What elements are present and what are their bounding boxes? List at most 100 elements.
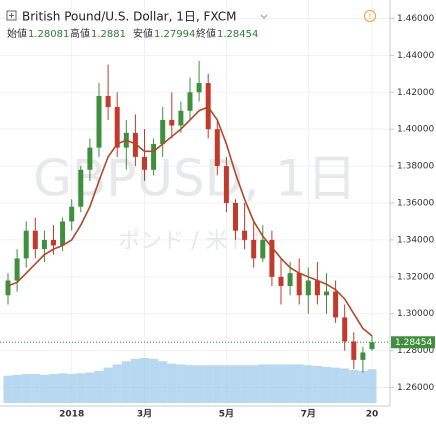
candle-body (78, 169, 84, 207)
y-tick-label: 1.42000 (397, 88, 434, 98)
candle-body (342, 317, 348, 342)
watermark: GBPUSD, 1日 (33, 150, 357, 208)
volume-bar (85, 372, 95, 403)
candle-body (41, 239, 47, 250)
candle-body (242, 230, 248, 240)
candle-body (251, 239, 257, 259)
volume-bar (203, 365, 213, 403)
volume-bar (294, 364, 304, 403)
volume-bar (340, 368, 350, 403)
candle-body (32, 230, 38, 250)
x-tick-label: 2018 (59, 410, 84, 420)
alert-icon[interactable] (364, 10, 376, 22)
volume-bar (112, 364, 122, 403)
candles (5, 60, 375, 373)
candle-body (105, 95, 111, 108)
candle-body (187, 92, 193, 111)
candle-body (287, 273, 293, 287)
candle-body (205, 83, 211, 130)
ohlc-value: 1.28454 (217, 29, 258, 40)
candle-body (278, 276, 284, 287)
candle-body (296, 273, 302, 296)
y-tick-label: 1.32000 (397, 272, 434, 282)
volume-bar (367, 369, 377, 403)
last-price-label: 1.28454 (395, 338, 432, 348)
volume-bar (258, 364, 268, 403)
watermark-sub: ポンド / 米ドル (118, 229, 271, 254)
candle-body (114, 107, 120, 148)
candle-body (233, 203, 238, 231)
y-tick-label: 1.26000 (397, 383, 434, 393)
ohlc-value: 1.2881 (91, 29, 126, 40)
y-tick-label: 1.30000 (397, 309, 434, 319)
last-price-box (391, 336, 435, 349)
candle-body (14, 258, 20, 281)
volume-bar (139, 358, 150, 403)
ohlc-label: 始値 (7, 27, 27, 40)
volume-bar (12, 374, 22, 403)
volume-bar (67, 374, 77, 403)
candle-body (160, 119, 166, 144)
volume-bar (76, 373, 86, 403)
candle-body (260, 239, 266, 259)
volume (3, 358, 377, 403)
candle-body (23, 230, 29, 259)
volume-bar (249, 365, 259, 403)
candle-body (60, 221, 66, 246)
expand-icon[interactable] (6, 10, 17, 21)
candle-body (269, 239, 275, 277)
chart-title: British Pound/U.S. Dollar, 1日, FXCM (22, 10, 237, 24)
candle-body (169, 119, 175, 126)
y-tick-label: 1.44000 (397, 51, 434, 61)
volume-bar (21, 374, 31, 403)
candle-body (324, 291, 329, 296)
volume-bar (149, 358, 159, 403)
candle-body (196, 83, 202, 93)
volume-bar (176, 364, 186, 403)
volume-bar (312, 366, 322, 403)
y-tick-label: 1.38000 (397, 162, 434, 172)
volume-bar (276, 364, 286, 403)
volume-bar (230, 365, 241, 403)
volume-bar (349, 370, 359, 403)
candle-body (223, 166, 229, 203)
x-tick-label: 3月 (137, 409, 152, 420)
volume-bar (285, 364, 295, 403)
volume-bar (331, 367, 341, 403)
volume-bar (267, 364, 277, 403)
volume-bar (130, 358, 140, 403)
expand-icon-plus (9, 13, 14, 18)
volume-bar (303, 365, 313, 403)
volume-bar (194, 365, 204, 403)
ohlc-value: 1.28081 (28, 29, 69, 40)
candle-body (69, 206, 75, 222)
candle-body (333, 291, 339, 318)
volume-bar (58, 373, 68, 403)
ohlc-value: 1.27994 (154, 29, 195, 40)
volume-bar (167, 363, 177, 403)
candle-body (142, 156, 147, 170)
candle-body (87, 147, 93, 170)
candle-body (151, 143, 157, 170)
candle-body (51, 239, 56, 246)
candle-body (5, 280, 11, 296)
ohlc-label: 安値 (133, 27, 153, 40)
dropdown-icon[interactable] (260, 14, 268, 19)
candle-body (314, 280, 320, 296)
ohlc-header: 始値 1.28081 高値 1.2881 安値 1.27994 終値 1.28454 (7, 27, 258, 40)
volume-bar (158, 361, 168, 403)
volume-bar (212, 365, 222, 403)
y-tick-label: 1.36000 (397, 199, 434, 209)
alert-icon-mark: ! (368, 12, 371, 21)
candle-body (96, 95, 102, 148)
y-tick-label: 1.34000 (397, 235, 434, 245)
volume-bar (103, 367, 113, 403)
x-tick-label: 20 (366, 410, 379, 420)
y-tick-label: 1.46000 (397, 14, 434, 24)
ohlc-label: 高値 (70, 27, 90, 40)
moving-average (7, 106, 373, 337)
x-tick-label: 5月 (219, 409, 234, 420)
volume-bar (321, 366, 332, 403)
